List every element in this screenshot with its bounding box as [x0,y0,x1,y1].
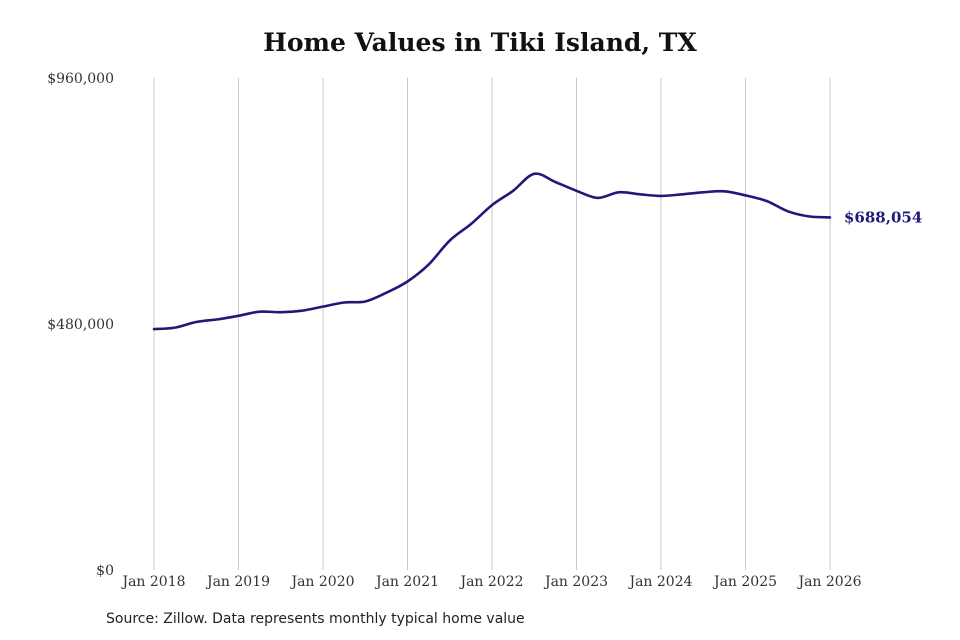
series-line-0 [152,172,832,331]
chart-title: Home Values in Tiki Island, TX [263,28,697,57]
y-tick-label: $480,000 [47,317,114,333]
x-tick-label: Jan 2024 [627,574,692,590]
y-axis-ticks: $0 $480,000 $960,000 [47,71,114,579]
y-tick-label: $0 [96,563,114,579]
x-tick-label: Jan 2019 [205,574,270,590]
x-tick-label: Jan 2026 [796,574,861,590]
y-tick-label: $960,000 [47,71,114,87]
x-tick-label: Jan 2020 [289,574,354,590]
source-note: Source: Zillow. Data represents monthly … [106,611,525,627]
x-tick-label: Jan 2023 [543,574,608,590]
x-tick-label: Jan 2025 [712,574,777,590]
x-tick-label: Jan 2022 [458,574,523,590]
series-lines [152,172,832,331]
end-value-label: $688,054 [844,208,922,226]
x-axis-ticks: Jan 2018 Jan 2019 Jan 2020 Jan 2021 Jan 2022… [120,574,861,590]
x-tick-label: Jan 2021 [374,574,439,590]
vertical-gridlines [153,78,831,570]
x-tick-label: Jan 2018 [120,574,185,590]
